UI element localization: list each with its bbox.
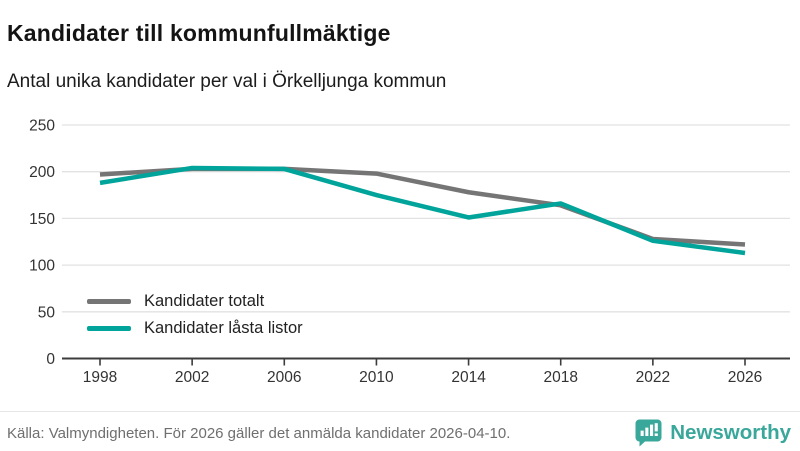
x-tick-label: 2010: [359, 369, 394, 386]
y-tick-label: 200: [29, 164, 55, 181]
y-tick-label: 0: [46, 351, 55, 368]
x-tick-label: 2018: [543, 369, 577, 386]
x-tick-label: 2002: [175, 369, 209, 386]
y-tick-label: 50: [38, 304, 56, 321]
legend-label-total: Kandidater totalt: [144, 292, 265, 310]
x-tick-label: 1998: [83, 369, 117, 386]
y-tick-label: 100: [29, 258, 55, 275]
y-tick-label: 250: [29, 118, 55, 135]
x-tick-label: 2014: [451, 369, 486, 386]
source-note: Källa: Valmyndigheten. För 2026 gäller d…: [7, 425, 511, 442]
legend-label-locked-lists: Kandidater låsta listor: [144, 319, 303, 337]
legend-item-total: Kandidater totalt: [87, 288, 303, 315]
legend-item-locked-lists: Kandidater låsta listor: [87, 315, 303, 342]
series-line-locked-lists: [99, 165, 746, 256]
page-title: Kandidater till kommunfullmäktige: [7, 20, 391, 47]
x-tick-label: 2026: [728, 369, 762, 386]
chart-footer: Källa: Valmyndigheten. För 2026 gäller d…: [0, 411, 800, 451]
newsworthy-brand: Newsworthy: [635, 419, 791, 447]
newsworthy-logo-icon: [635, 419, 662, 447]
x-tick-label: 2022: [636, 369, 670, 386]
newsworthy-brand-name: Newsworthy: [670, 421, 791, 444]
legend-swatch-locked-lists: [87, 326, 131, 331]
chart-subtitle: Antal unika kandidater per val i Örkellj…: [7, 71, 447, 92]
chart-legend: Kandidater totalt Kandidater låsta listo…: [87, 288, 303, 342]
y-tick-label: 150: [29, 211, 55, 228]
x-tick-label: 2006: [267, 369, 301, 386]
legend-swatch-total: [87, 299, 131, 304]
